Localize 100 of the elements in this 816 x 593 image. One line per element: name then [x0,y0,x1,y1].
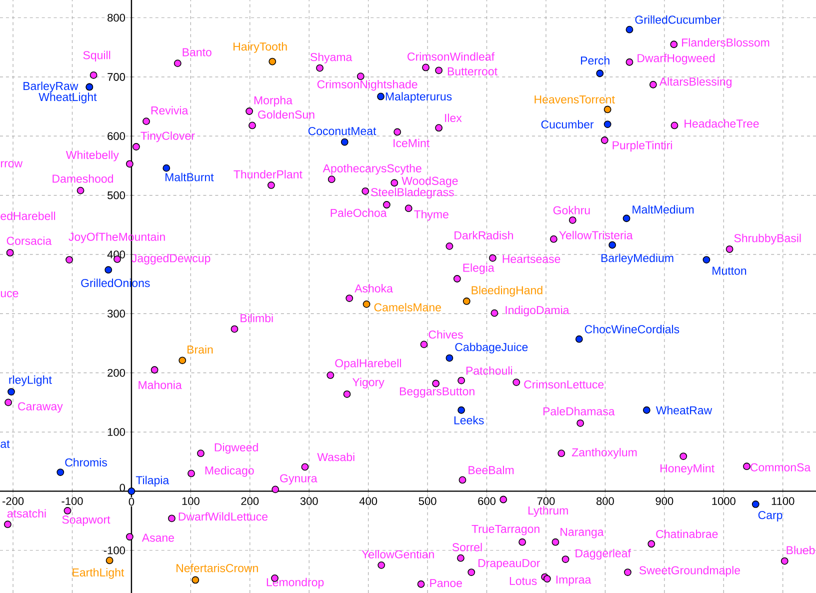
annotation: Wasabi [317,452,354,462]
annotation: Bilimbi [240,314,273,322]
annotation: DwarfHogweed [638,54,715,64]
point [377,92,384,100]
annotation: Ilex [445,114,462,122]
annotation: MaltMedium [632,205,694,214]
annotation: Heartsease [502,255,560,264]
point [340,138,348,146]
annotation: Tilapia [136,476,170,487]
point [462,298,470,305]
annotation: CrimsonWindleaf [408,52,495,61]
annotation: HeadacheTree [684,119,759,128]
annotation: SteelBladegrass [371,188,454,199]
annotation: BarleyMedium [601,254,674,264]
annotation: Morpha [254,96,292,107]
annotation: Squill [83,50,110,62]
annotation: BeggarsButton [400,387,474,398]
annotation: Whitebelly [66,150,119,162]
point [362,300,370,308]
annotation: Gokhru [553,206,590,214]
annotation: AltarsBlessing [659,77,732,88]
annotation: Butterroot [448,67,498,76]
point [162,164,170,172]
annotation: Elegia [463,263,494,274]
x-tick-label: 1000 [712,497,736,506]
x-tick-label: 100 [182,497,200,506]
annotation: DwarfWildLettuce [178,512,268,521]
x-tick-label: 600 [478,497,496,506]
annotation: Ashoka [354,284,393,292]
point [575,335,583,343]
annotation: TrueTarragon [472,524,540,536]
annotation: Soapwort [62,516,110,526]
annotation: Lemondrop [266,578,324,589]
x-tick-label: 1100 [772,497,794,506]
point [642,406,650,414]
x-tick-label: 700 [537,497,555,506]
annotation: Cucumber [541,120,594,128]
annotation: DarkRadish [454,230,513,240]
annotation: Naranga [560,528,604,538]
point [446,354,454,362]
point [752,500,760,508]
annotation: Zanthoxylum [572,448,637,459]
annotation: Leeks [454,416,484,424]
annotation: FlandersBlossom [682,38,770,47]
annotation: OpalHarebell [335,358,401,370]
annotation: Daggerleaf [576,548,631,560]
annotation: EarthLight [72,568,124,579]
y-tick-label: 500 [108,191,125,200]
annotation: CabbageJuice [455,342,528,354]
point [702,256,710,264]
annotation: HoneyMint [660,464,714,475]
annotation: ThunderPlant [234,170,302,178]
x-tick-label: -200 [2,497,24,506]
annotation: PaleDhamasa [543,406,615,416]
x-tick-label: 900 [656,497,674,506]
x-tick-label: 300 [300,497,318,506]
point [596,70,604,78]
annotation: Blueb [786,546,815,554]
point [178,356,186,364]
annotation: BleedingHand [472,286,542,297]
annotation: BarleyRaw [24,82,78,92]
annotation: PurpleTintiri [612,140,672,152]
annotation: at [0,440,10,448]
annotation: SweetGroundmaple [639,566,740,577]
annotation: CrimsonNightshade [317,80,418,91]
point [604,120,612,128]
annotation: Chives [428,330,463,339]
annotation: Medicago [205,466,254,477]
annotation: Asane [142,534,174,542]
x-tick-label: 500 [418,497,436,506]
annotation: rrow [0,161,23,168]
point [604,106,612,114]
x-tick-label: 400 [359,497,378,506]
annotation: Caraway [18,402,63,413]
annotation: CrimsonLettuce [524,380,604,389]
annotation: TinyClover [140,131,195,142]
annotation: Lotus [510,577,537,586]
annotation: GrilledCucumber [635,15,721,24]
annotation: CamelsMane [374,302,441,312]
annotation: HairyTooth [234,42,287,53]
y-tick-label: 200 [108,368,125,377]
annotation: Mutton [712,266,746,275]
annotation: HeavensTorrent [534,95,615,104]
annotation: atsatchi [7,509,46,518]
point [192,576,200,584]
point [104,266,112,274]
annotation: Malapterurus [386,92,452,103]
x-tick-label: 0 [128,498,134,506]
annotation: WheatLight [38,92,97,104]
annotation: Shyama [310,52,352,64]
annotation: ShrubbyBasil [734,234,801,245]
annotation: Corsacia [6,236,52,245]
annotation: Patchouli [466,366,512,375]
annotation: WheatRaw [656,406,712,414]
annotation: YellowGentian [362,550,434,558]
x-tick-label: 200 [241,497,259,506]
annotation: Yigory [352,378,384,389]
y-tick-label: 600 [108,132,125,140]
point [56,468,64,476]
annotation: BeeBalm [468,466,514,474]
